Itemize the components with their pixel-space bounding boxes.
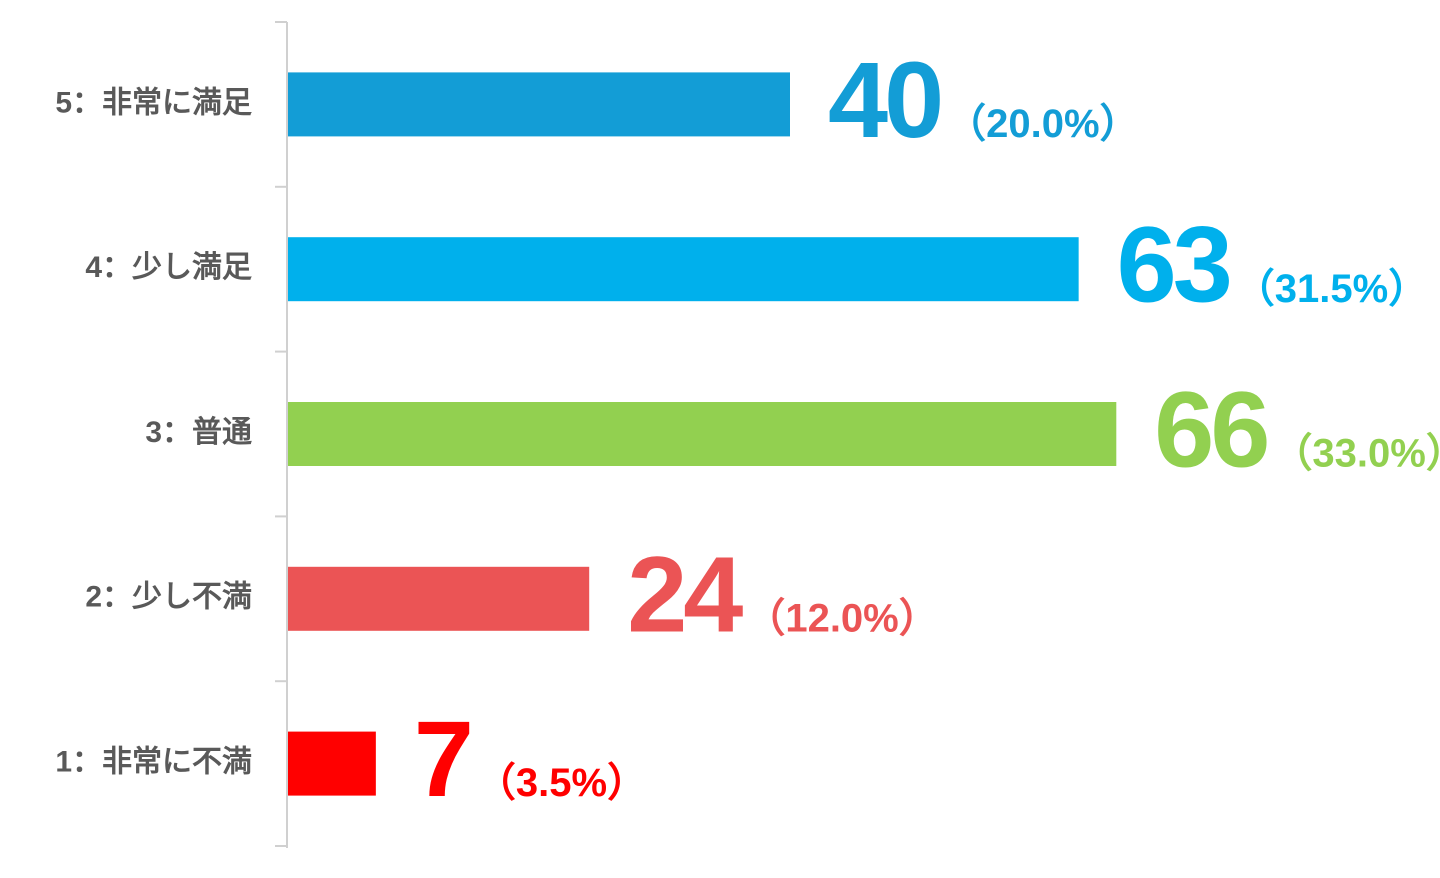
bar (288, 402, 1117, 466)
value-label: 24 (627, 533, 743, 654)
category-label: 1：非常に不満 (55, 746, 252, 779)
category-label: 3：普通 (145, 415, 252, 449)
percent-label: （20.0%） (946, 102, 1139, 146)
bar (288, 566, 590, 631)
percent-label: （33.0%） (1272, 432, 1440, 476)
bar (288, 731, 376, 796)
percent-label: （12.0%） (745, 596, 938, 640)
percent-label: （3.5%） (476, 761, 647, 805)
bar (288, 237, 1079, 302)
category-label: 5：非常に満足 (55, 86, 252, 119)
value-label: 63 (1117, 204, 1230, 325)
bar (288, 72, 790, 137)
value-label: 66 (1154, 369, 1267, 490)
percent-label: （31.5%） (1235, 267, 1428, 311)
value-label: 7 (414, 698, 470, 819)
category-label: 4：少し満足 (85, 251, 252, 284)
value-label: 40 (828, 39, 940, 160)
category-label: 2：少し不満 (85, 581, 252, 614)
